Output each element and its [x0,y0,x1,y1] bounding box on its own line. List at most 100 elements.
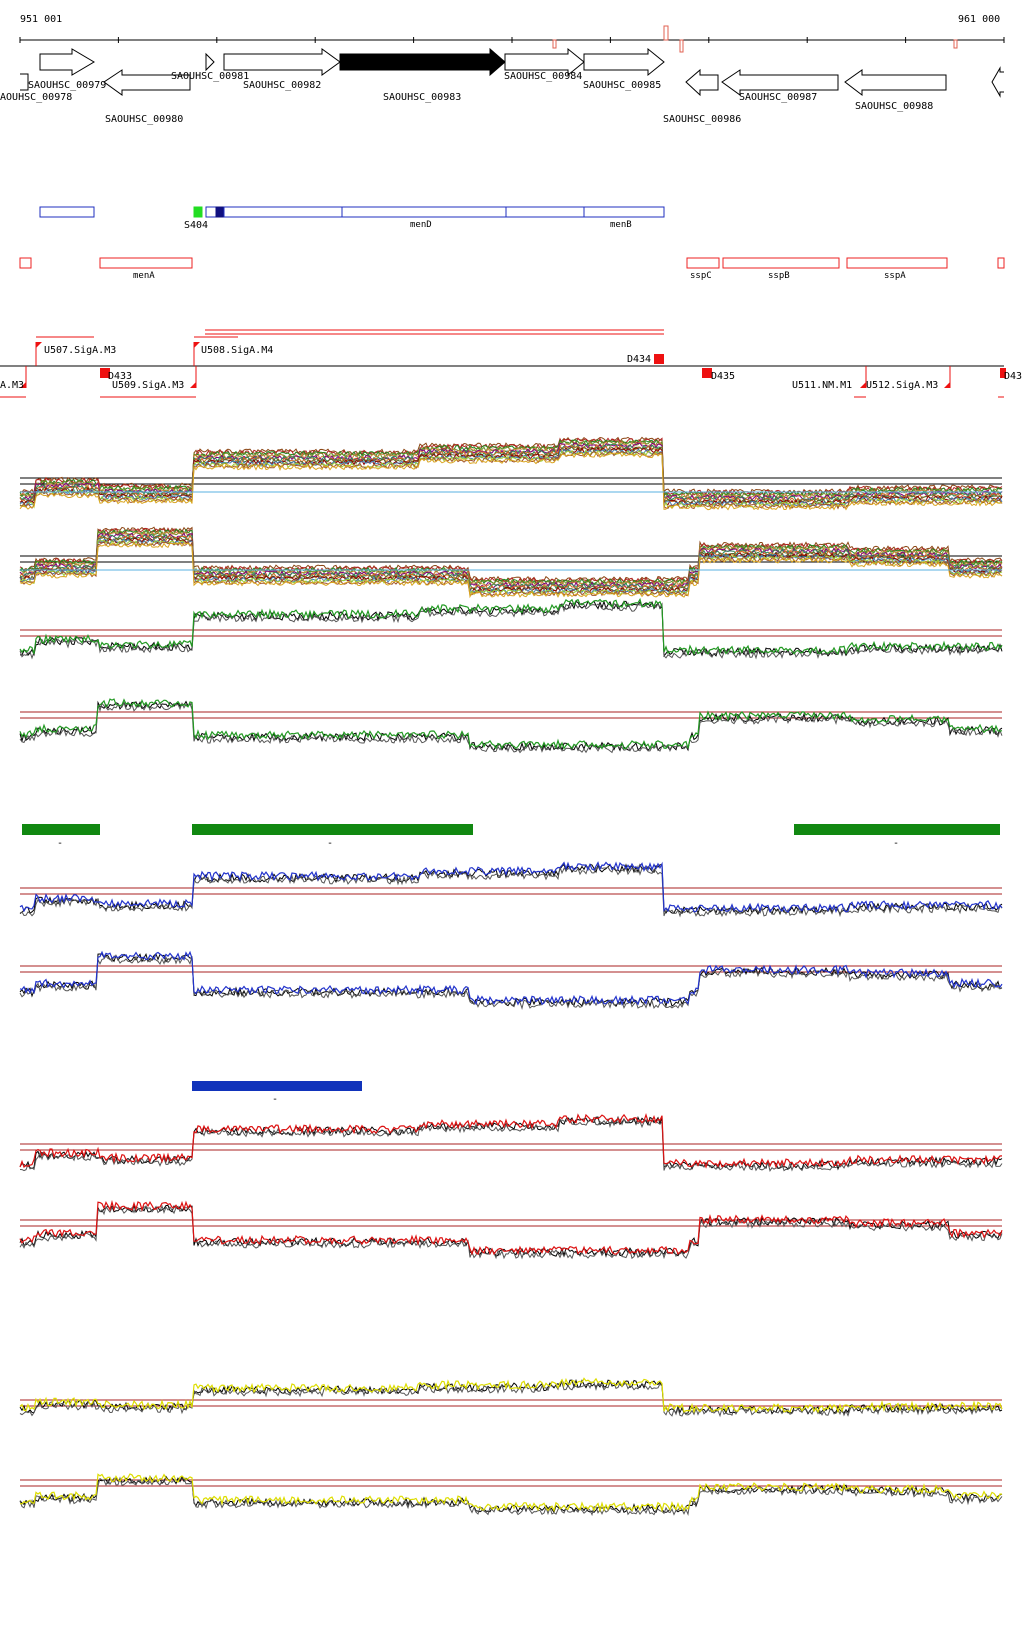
sample-trace [19,452,1003,511]
sample-trace [19,1476,1003,1517]
gene-arrow-highlighted[interactable] [339,47,506,77]
sample-trace [19,1475,1003,1514]
sample-trace [19,446,1003,507]
navy-feature[interactable] [215,206,225,218]
sample-trace [19,601,1003,660]
blue-feature[interactable] [223,206,343,218]
blue-feature-menb[interactable] [583,206,665,218]
gene-label: SAOUHSC_00984 [504,71,582,82]
gene-arrow[interactable] [103,69,191,96]
segment-bar-blue[interactable] [192,1081,362,1091]
sample-trace [19,532,1003,589]
feature-label: menA [133,271,155,281]
sample-trace [19,600,1003,658]
segment-bar[interactable] [192,824,473,835]
terminator-label: D433 [108,371,132,382]
blue-feature[interactable] [505,206,585,218]
expression-track-pair [19,698,1003,754]
promoter-label: U507.SigA.M3 [44,345,116,356]
gene-label: SAOUHSC_00988 [855,101,933,112]
sample-trace [19,531,1003,588]
coverage-mark [552,39,557,49]
sample-trace [19,540,1003,597]
expression-track-pair [19,861,1003,918]
sample-trace [19,950,1003,1006]
red-feature-sspb[interactable] [722,257,840,269]
expression-track-pair [19,950,1003,1010]
feature-label: sspB [768,271,790,281]
blue-feature-track [39,206,665,218]
coverage-mark [679,39,684,53]
red-feature-mena[interactable] [99,257,193,269]
blue-feature-mend[interactable] [341,206,507,218]
expression-track-pair [19,597,1003,660]
terminator-marker[interactable] [100,368,110,378]
segment-bar[interactable] [794,824,1000,835]
promoter-label: U511.NM.M1 [792,380,852,391]
gene-arrow[interactable] [20,73,29,91]
sample-trace [19,1199,1003,1256]
red-feature[interactable] [997,257,1005,269]
terminator-label: D43 [1004,371,1022,382]
segment-label: - [327,838,333,849]
terminator-marker[interactable] [1000,368,1006,378]
coordinate-ruler: 951 001 961 000 [19,14,1005,53]
gene-label: SAOUHSC_00983 [383,92,461,103]
gene-arrow[interactable] [223,48,341,76]
gene-label: SAOUHSC_00982 [243,80,321,91]
gene-label: SAOUHSC_00980 [105,114,183,125]
sample-trace [19,445,1003,505]
sample-trace [19,864,1003,918]
red-feature-sspa[interactable] [846,257,948,269]
sample-trace [19,437,1003,497]
gene-label: SAOUHSC_00986 [663,114,741,125]
gene-arrow[interactable] [504,47,585,77]
terminator-marker[interactable] [654,354,664,364]
coverage-mark [953,39,958,49]
sample-trace [19,955,1003,1010]
gene-arrow[interactable] [844,69,947,97]
sample-trace [19,1473,1003,1513]
red-feature-sspc[interactable] [686,257,720,269]
gene-arrow[interactable] [721,69,839,96]
red-feature-track [19,257,1005,269]
gene-arrow[interactable] [39,48,95,76]
sample-trace [19,861,1003,914]
sample-trace [19,448,1003,507]
terminator-label: D435 [711,371,735,382]
sample-trace [19,1203,1003,1258]
feature-label: sspC [690,271,712,281]
segment-bar[interactable] [22,824,100,835]
gene-arrow[interactable] [685,68,719,97]
sample-trace [19,1377,1003,1414]
start-coordinate: 951 001 [20,14,62,25]
gene-arrow[interactable] [583,47,665,77]
blue-feature[interactable] [39,206,95,218]
segment-label: - [57,838,63,849]
gene-arrow[interactable] [991,66,1004,98]
expression-track-multi [19,526,1003,599]
sample-trace [19,698,1003,750]
expression-track-pair [19,1473,1003,1517]
segment-track-green [22,824,1000,835]
sample-trace [19,597,1003,656]
gene-label: SAOUHSC_00979 [28,80,106,91]
feature-label: menD [410,220,432,230]
promoter-label: A.M3 [0,380,24,391]
sample-trace [19,1381,1002,1418]
gene-arrow[interactable] [205,52,215,72]
sample-trace [19,1117,1003,1173]
red-feature[interactable] [19,257,32,269]
feature-s404[interactable] [193,206,203,218]
expression-track-multi [19,436,1003,511]
sample-trace [19,533,1003,590]
blue-feature[interactable] [205,206,217,218]
feature-label: sspA [884,271,906,281]
terminator-marker[interactable] [702,368,712,378]
promoter-label: U509.SigA.M3 [112,380,184,391]
segment-label: - [893,838,899,849]
terminator-label: D434 [627,354,651,365]
coverage-mark [663,25,669,41]
promoter-label: U512.SigA.M3 [866,380,938,391]
